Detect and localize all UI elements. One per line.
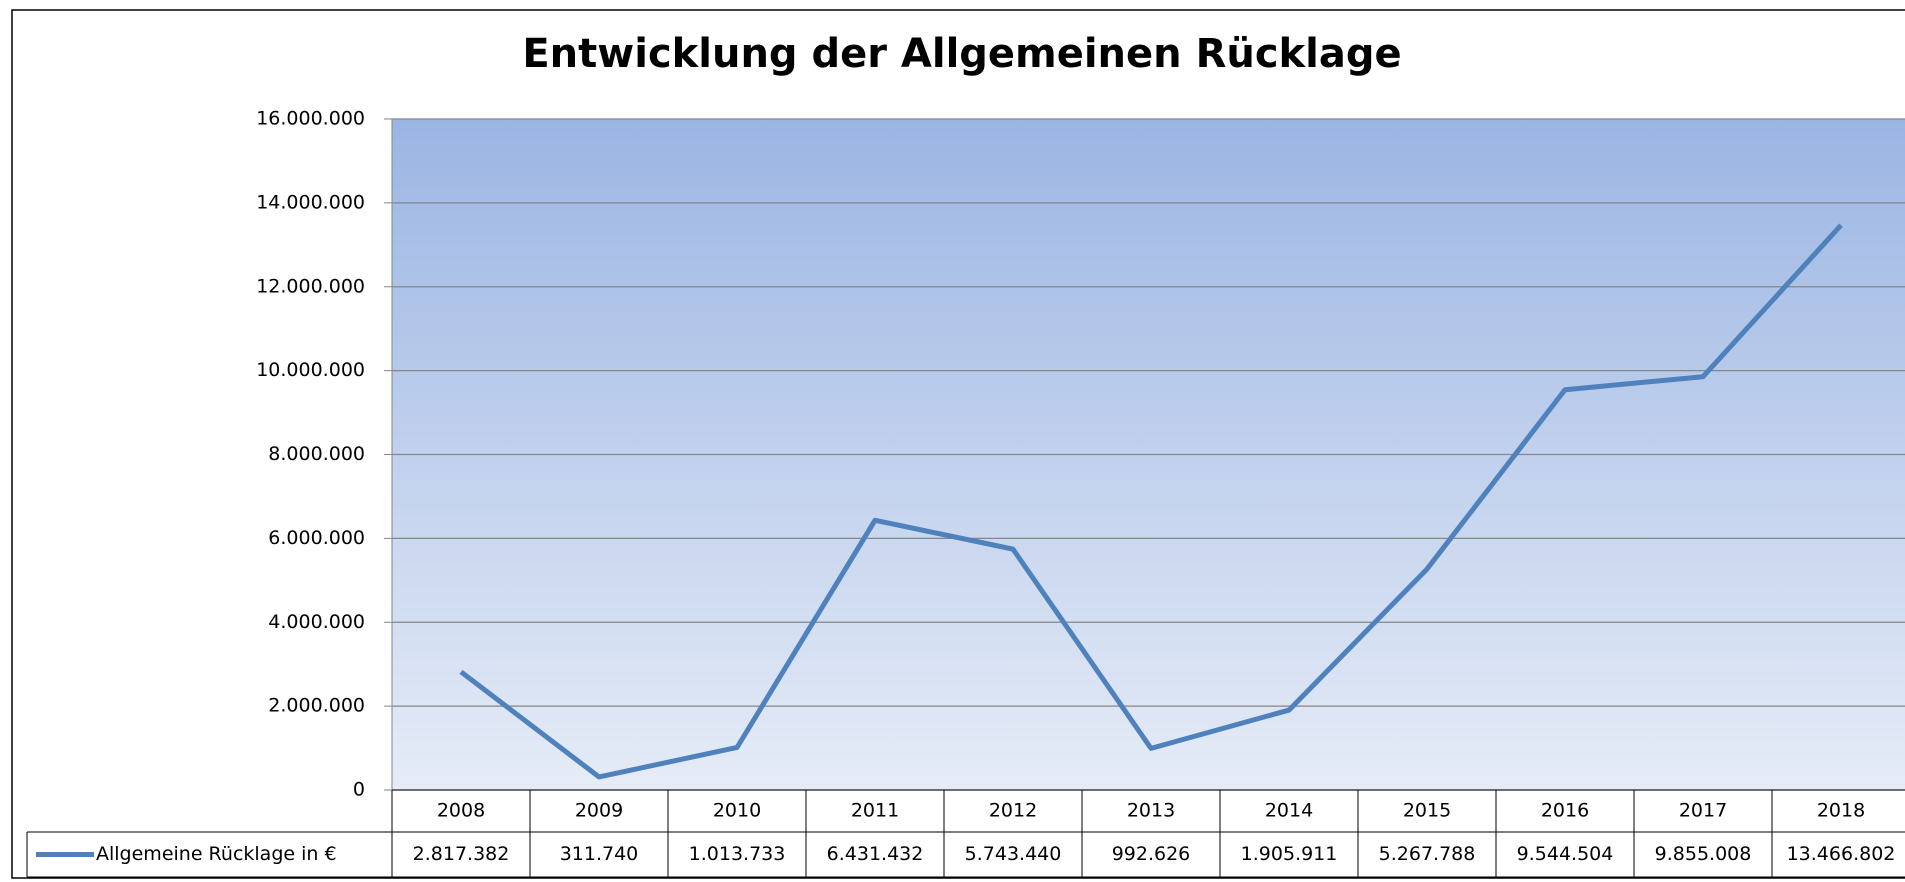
- data-label: 1.013.733: [689, 843, 786, 865]
- x-tick-label: 2013: [1127, 800, 1175, 822]
- data-label: 1.905.911: [1241, 843, 1338, 865]
- y-tick-label: 12.000.000: [256, 275, 365, 297]
- chart-title: Entwicklung der Allgemeinen Rücklage: [522, 31, 1401, 77]
- y-tick-label: 0: [353, 779, 365, 801]
- x-tick-label: 2011: [851, 800, 899, 822]
- x-tick-label: 2017: [1679, 800, 1727, 822]
- data-label: 5.743.440: [965, 843, 1062, 865]
- x-tick-label: 2008: [437, 800, 485, 822]
- data-label: 9.855.008: [1655, 843, 1752, 865]
- series-line: [459, 223, 1843, 780]
- y-tick-label: 10.000.000: [256, 359, 365, 381]
- y-tick-label: 4.000.000: [268, 611, 365, 633]
- y-tick-label: 2.000.000: [268, 695, 365, 717]
- chart-frame: [11, 9, 1905, 879]
- data-label: 9.544.504: [1517, 843, 1614, 865]
- y-tick-label: 8.000.000: [268, 443, 365, 465]
- y-tick-label: 14.000.000: [256, 191, 365, 213]
- data-label: 6.431.432: [827, 843, 924, 865]
- x-tick-label: 2015: [1403, 800, 1451, 822]
- x-tick-label: 2010: [713, 800, 761, 822]
- y-tick-label: 16.000.000: [256, 108, 365, 130]
- x-tick-label: 2009: [575, 800, 623, 822]
- legend-label: Allgemeine Rücklage in €: [96, 843, 337, 865]
- data-label: 2.817.382: [413, 843, 510, 865]
- x-tick-label: 2012: [989, 800, 1037, 822]
- data-label: 311.740: [560, 843, 639, 865]
- x-tick-label: 2014: [1265, 800, 1313, 822]
- y-tick-label: 6.000.000: [268, 527, 365, 549]
- x-tick-label: 2016: [1541, 800, 1589, 822]
- x-tick-label: 2018: [1817, 800, 1865, 822]
- data-label: 992.626: [1112, 843, 1191, 865]
- data-label: 13.466.802: [1787, 843, 1896, 865]
- data-label: 5.267.788: [1379, 843, 1476, 865]
